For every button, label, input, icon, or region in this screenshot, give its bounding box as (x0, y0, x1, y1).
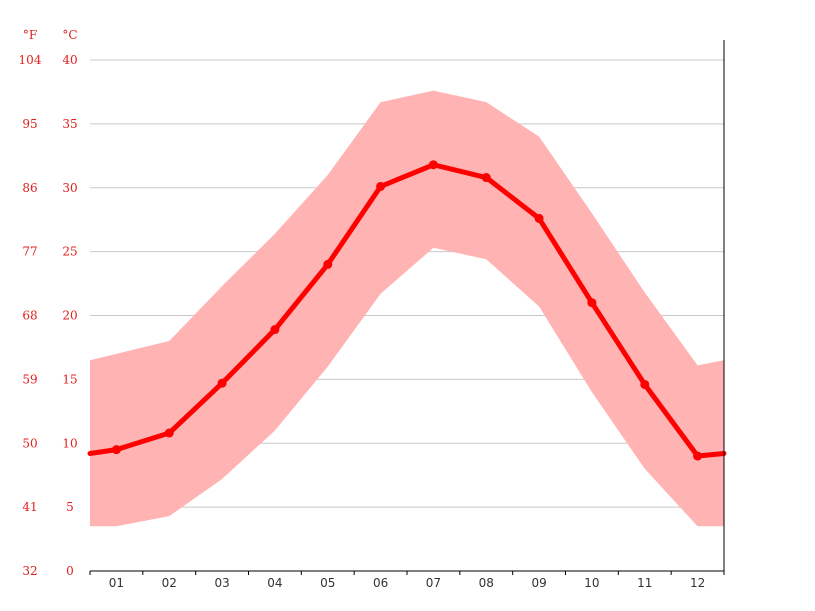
y-tick-label-celsius: 5 (66, 500, 74, 514)
x-tick-label: 08 (479, 576, 494, 590)
data-point (693, 451, 703, 461)
y-tick-label-fahrenheit: 95 (22, 117, 37, 131)
x-tick-label: 05 (320, 576, 335, 590)
data-point (111, 445, 121, 455)
data-point (217, 378, 227, 388)
average-temperature-series (87, 160, 727, 461)
y-tick-label-fahrenheit: 86 (22, 181, 37, 195)
data-point (323, 259, 333, 269)
y-tick-label-fahrenheit: 41 (22, 500, 37, 514)
data-point (428, 160, 438, 170)
data-point (270, 325, 280, 335)
data-point (164, 428, 174, 438)
x-tick-label: 11 (637, 576, 652, 590)
y-tick-label-fahrenheit: 104 (19, 53, 42, 67)
y-tick-label-celsius: 25 (62, 245, 77, 259)
y-tick-label-fahrenheit: 68 (22, 309, 37, 323)
x-tick-label: 01 (109, 576, 124, 590)
data-point (481, 173, 491, 183)
x-tick-label: 07 (426, 576, 441, 590)
temperature-range-band (90, 90, 724, 527)
data-point (376, 181, 386, 191)
y-tick-label-celsius: 0 (66, 564, 74, 578)
x-tick-label: 02 (162, 576, 177, 590)
x-tick-label: 09 (531, 576, 546, 590)
y-tick-label-celsius: 20 (62, 309, 77, 323)
y-tick-label-fahrenheit: 50 (22, 436, 37, 450)
y-tick-label-fahrenheit: 77 (22, 245, 37, 259)
fahrenheit-unit-label: °F (23, 28, 37, 42)
y-tick-label-celsius: 30 (62, 181, 77, 195)
data-point (534, 213, 544, 223)
x-axis-tick-labels: 01 02 03 04 05 06 07 08 09 10 11 12 (109, 576, 705, 590)
y-tick-label-celsius: 15 (62, 372, 77, 386)
average-temperature-line (87, 162, 727, 459)
y-tick-label-celsius: 10 (62, 436, 77, 450)
y-tick-label-fahrenheit: 59 (22, 372, 37, 386)
y-tick-label-celsius: 40 (62, 53, 77, 67)
x-tick-label: 06 (373, 576, 388, 590)
y-axis-tick-labels: 32 0 41 5 50 10 59 15 68 20 77 25 86 30 95 35 104 40 (19, 53, 78, 578)
x-tick-label: 03 (214, 576, 229, 590)
axes (89, 40, 725, 575)
data-point (640, 379, 650, 389)
y-tick-label-celsius: 35 (62, 117, 77, 131)
celsius-unit-label: °C (62, 28, 77, 42)
data-point (587, 298, 597, 308)
x-tick-label: 12 (690, 576, 705, 590)
x-tick-label: 10 (584, 576, 599, 590)
x-tick-label: 04 (267, 576, 282, 590)
min-max-range-area (90, 90, 724, 527)
y-tick-label-fahrenheit: 32 (22, 564, 37, 578)
